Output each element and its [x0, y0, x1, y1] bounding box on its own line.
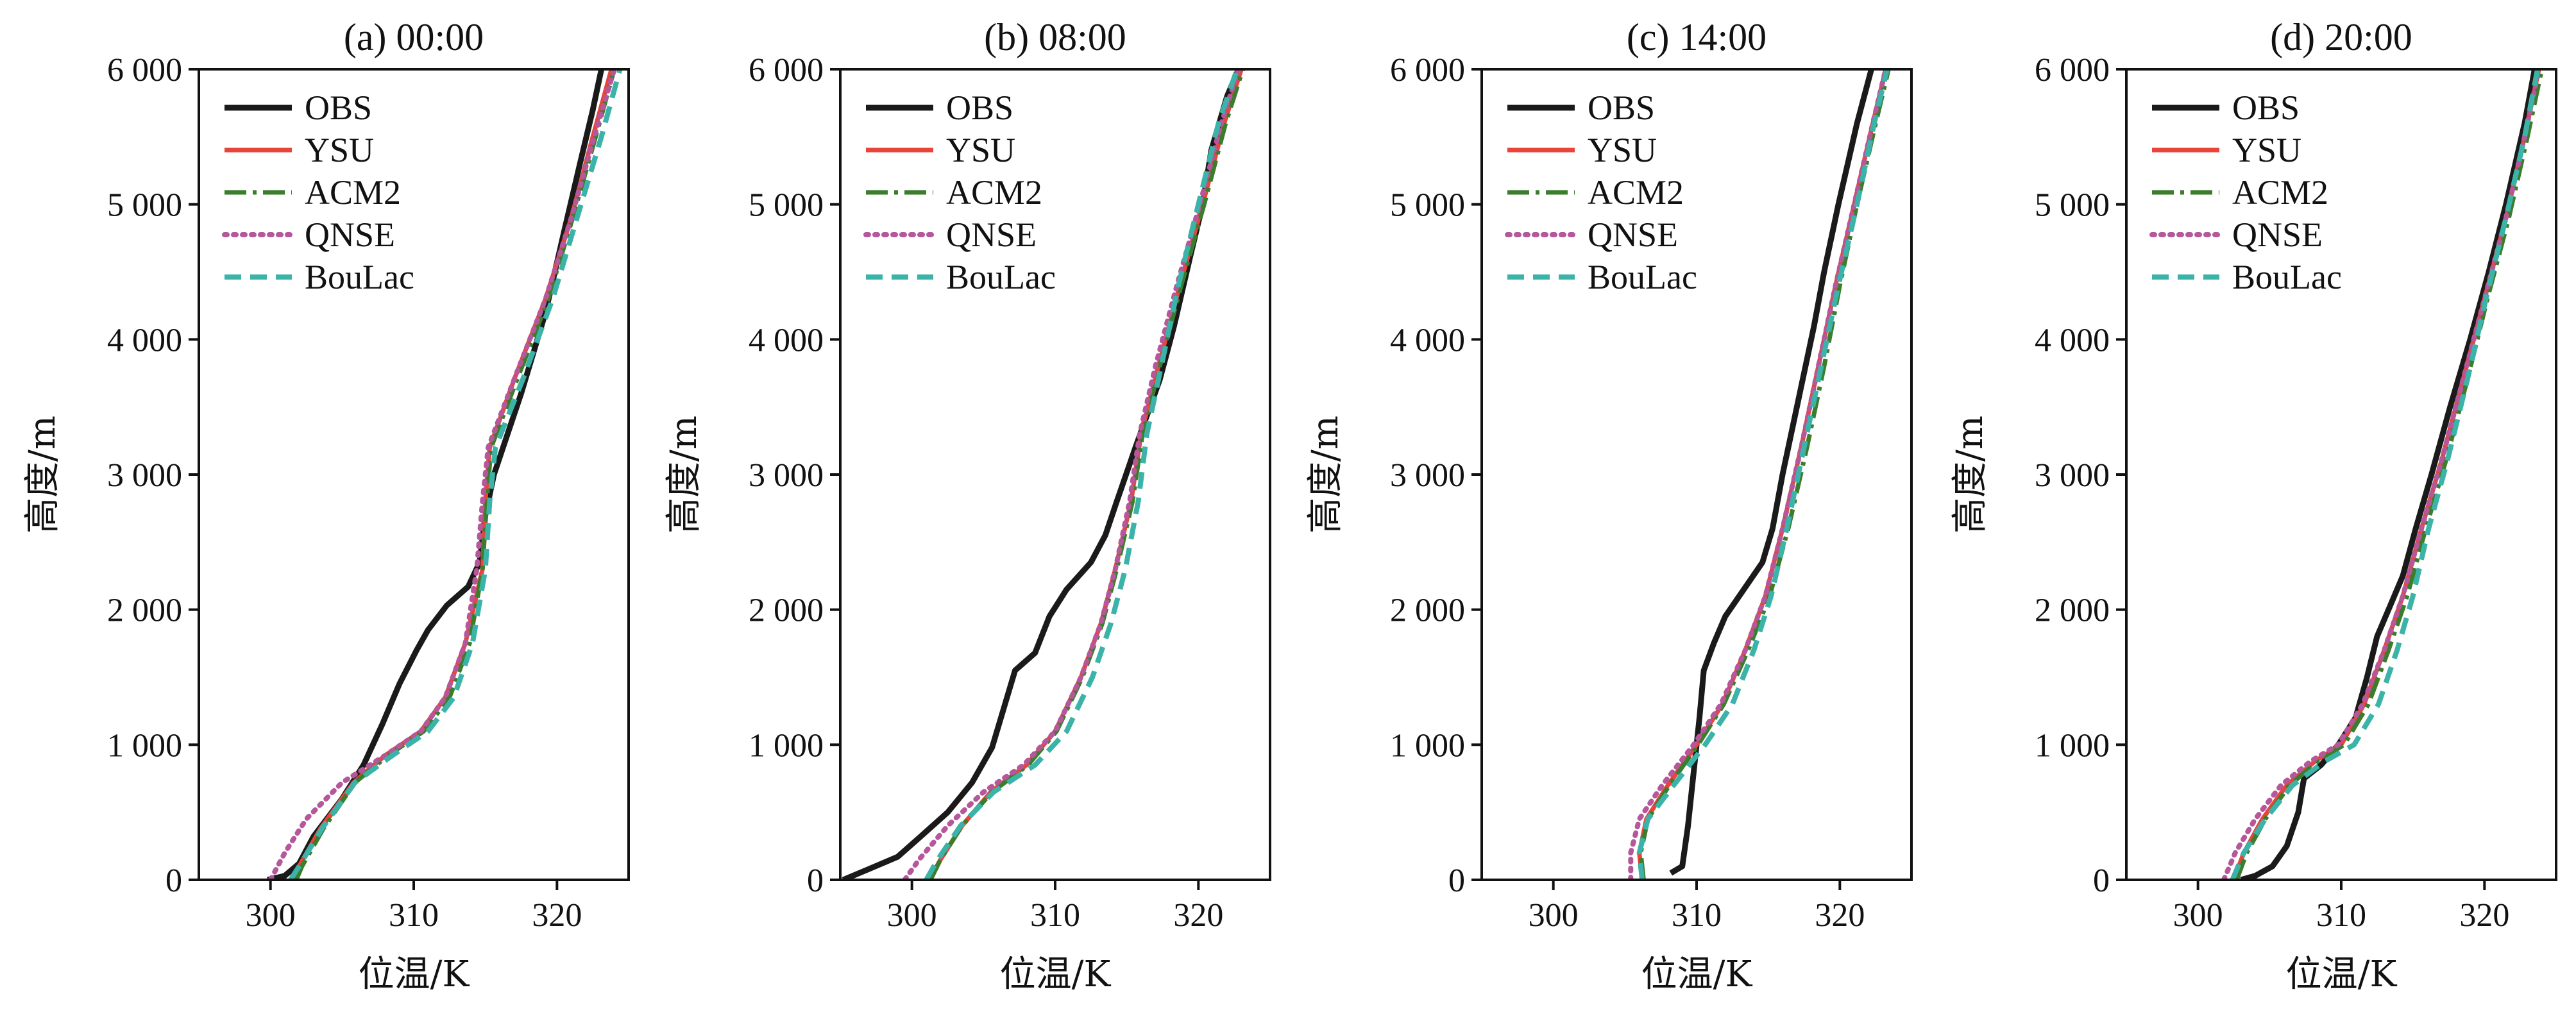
y-tick-label: 3 000	[749, 457, 824, 494]
legend-label-qnse: QNSE	[946, 215, 1037, 254]
x-tick-label: 320	[532, 897, 582, 934]
y-axis-label: 高度/m	[22, 416, 64, 534]
legend-label-ysu: YSU	[2232, 131, 2301, 169]
x-tick-label: 320	[2459, 897, 2509, 934]
y-tick-label: 2 000	[2035, 593, 2110, 629]
legend-label-qnse: QNSE	[2232, 215, 2323, 254]
series-line-qnse	[267, 69, 617, 880]
legend-label-qnse: QNSE	[1588, 215, 1678, 254]
x-axis-label: 位温/K	[1641, 954, 1753, 995]
y-tick-label: 1 000	[107, 727, 182, 764]
x-tick-label: 320	[1173, 897, 1223, 934]
legend-label-ysu: YSU	[305, 131, 374, 169]
y-tick-label: 2 000	[1390, 593, 1465, 629]
panel-3: (c) 14:00 0 1 000 2 000 3 000 4 000 5 000 6 000…	[1305, 16, 1913, 995]
x-axis-label: 位温/K	[1000, 954, 1112, 995]
legend-label-acm2: ACM2	[305, 173, 401, 212]
y-tick-label: 0	[807, 863, 824, 899]
legend-label-acm2: ACM2	[946, 173, 1042, 212]
y-tick-label: 3 000	[1390, 457, 1465, 494]
x-tick-label: 300	[246, 897, 296, 934]
y-tick-label: 2 000	[749, 593, 824, 629]
legend-label-qnse: QNSE	[305, 215, 395, 254]
panel-4: (d) 20:00 0 1 000 2 000 3 000 4 000 5 000 6 000…	[1949, 16, 2557, 995]
y-tick-label: 6 000	[1390, 52, 1465, 88]
y-tick-label: 4 000	[749, 322, 824, 358]
legend-label-acm2: ACM2	[2232, 173, 2328, 212]
y-tick-label: 1 000	[1390, 727, 1465, 764]
legend-label-acm2: ACM2	[1588, 173, 1684, 212]
y-tick-label: 4 000	[1390, 322, 1465, 358]
legend-label-ysu: YSU	[946, 131, 1015, 169]
series-line-qnse	[902, 69, 1241, 880]
panel-2: (b) 08:00 0 1 000 2 000 3 000 4 000 5 000 6 000…	[663, 16, 1271, 995]
y-tick-label: 6 000	[2035, 52, 2110, 88]
x-axis-label: 位温/K	[2286, 954, 2398, 995]
panel-1: (a) 00:00 0 1 000 2 000 3 000 4 000 5 000 6 000…	[22, 16, 630, 995]
legend-label-obs: OBS	[305, 88, 372, 127]
legend-label-boulac: BouLac	[2232, 258, 2342, 296]
legend-label-boulac: BouLac	[305, 258, 414, 296]
x-tick-label: 300	[1529, 897, 1579, 934]
series-line-qnse	[1628, 69, 1888, 880]
series-line-boulac	[924, 69, 1240, 880]
panel-title: (a) 00:00	[344, 16, 484, 58]
y-tick-label: 2 000	[107, 593, 182, 629]
series-line-boulac	[2230, 69, 2540, 880]
series-line-obs	[1669, 69, 1874, 876]
legend-label-ysu: YSU	[1588, 131, 1657, 169]
y-axis-label: 高度/m	[663, 416, 705, 534]
y-tick-label: 4 000	[2035, 322, 2110, 358]
y-tick-label: 5 000	[749, 187, 824, 224]
x-tick-label: 310	[1030, 897, 1080, 934]
y-tick-label: 4 000	[107, 322, 182, 358]
y-tick-label: 0	[2093, 863, 2110, 899]
y-tick-label: 5 000	[1390, 187, 1465, 224]
x-tick-label: 300	[887, 897, 937, 934]
y-tick-label: 0	[165, 863, 182, 899]
series-line-boulac	[1636, 69, 1890, 880]
legend-label-boulac: BouLac	[1588, 258, 1697, 296]
series-line-obs	[2240, 69, 2538, 880]
y-tick-label: 1 000	[2035, 727, 2110, 764]
x-tick-label: 310	[389, 897, 439, 934]
y-tick-label: 3 000	[107, 457, 182, 494]
panel-title: (c) 14:00	[1627, 16, 1767, 58]
legend-label-obs: OBS	[946, 88, 1013, 127]
panel-title: (d) 20:00	[2270, 16, 2412, 58]
y-tick-label: 0	[1448, 863, 1465, 899]
legend-label-obs: OBS	[2232, 88, 2300, 127]
y-tick-label: 6 000	[107, 52, 182, 88]
legend-label-boulac: BouLac	[946, 258, 1056, 296]
x-tick-label: 320	[1815, 897, 1865, 934]
y-tick-label: 6 000	[749, 52, 824, 88]
x-tick-label: 300	[2173, 897, 2223, 934]
x-tick-label: 310	[1672, 897, 1722, 934]
x-axis-label: 位温/K	[359, 954, 470, 995]
panel-title: (b) 08:00	[984, 16, 1126, 58]
y-tick-label: 5 000	[2035, 187, 2110, 224]
legend-label-obs: OBS	[1588, 88, 1655, 127]
y-axis-label: 高度/m	[1949, 416, 1991, 534]
y-tick-label: 5 000	[107, 187, 182, 224]
y-axis-label: 高度/m	[1305, 416, 1346, 534]
series-line-boulac	[288, 69, 623, 880]
y-tick-label: 1 000	[749, 727, 824, 764]
y-tick-label: 3 000	[2035, 457, 2110, 494]
x-tick-label: 310	[2316, 897, 2366, 934]
